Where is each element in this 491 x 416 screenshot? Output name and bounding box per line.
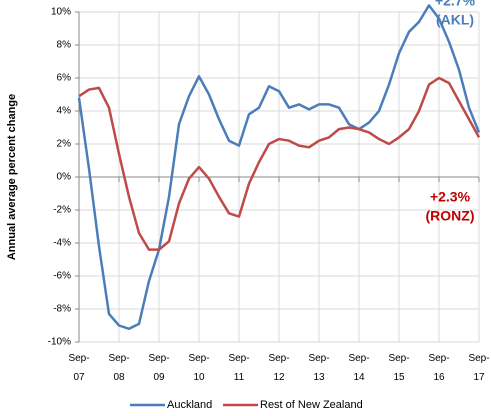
x-tick-label-line: Sep- (148, 353, 169, 364)
x-tick-label: Sep- 15 (388, 353, 409, 383)
x-tick-label: Sep- 12 (268, 353, 289, 383)
x-tick-label: Sep- 11 (228, 353, 249, 383)
y-tick-label: -8% (53, 304, 71, 315)
annotation: +2.7% (435, 0, 476, 9)
y-tick-label: -2% (53, 205, 71, 216)
x-tick-label-line: Sep- (108, 353, 129, 364)
x-tick-label-line: Sep- (308, 353, 329, 364)
x-tick-label-line: 09 (153, 372, 165, 383)
x-tick-label-line: Sep- (228, 353, 249, 364)
x-tick-label-line: Sep- (68, 353, 89, 364)
legend-label: Auckland (167, 399, 212, 411)
y-tick-label: 0% (57, 172, 72, 183)
x-tick-label: Sep- 10 (188, 353, 209, 383)
y-tick-label: 8% (57, 40, 72, 51)
y-tick-label: 6% (57, 73, 72, 84)
x-tick-label-line: 17 (473, 372, 485, 383)
x-tick-label-line: Sep- (268, 353, 289, 364)
y-axis-title: Annual average percent change (6, 94, 18, 260)
x-tick-label-line: 11 (234, 372, 245, 383)
y-tick-label: 2% (57, 139, 72, 150)
annotation: (AKL) (436, 12, 474, 28)
y-tick-label: -4% (53, 238, 71, 249)
x-tick-label-line: 13 (313, 372, 325, 383)
x-tick-label: Sep- 14 (348, 353, 369, 383)
annotation: +2.3% (430, 189, 471, 205)
x-tick-label-line: 16 (433, 372, 445, 383)
x-tick-label: Sep- 17 (468, 353, 489, 383)
x-tick-label-line: Sep- (188, 353, 209, 364)
y-tick-label: -6% (53, 271, 71, 282)
x-tick-label-line: 15 (393, 372, 405, 383)
x-tick-label-line: 07 (73, 372, 85, 383)
x-tick-label-line: 08 (113, 372, 125, 383)
x-tick-label-line: 12 (273, 372, 285, 383)
x-tick-label: Sep- 09 (148, 353, 169, 383)
legend-label: Rest of New Zealand (260, 399, 363, 411)
series-line (78, 76, 481, 251)
x-tick-label-line: 10 (193, 372, 205, 383)
x-tick-label-line: 14 (353, 372, 365, 383)
x-tick-label: Sep- 13 (308, 353, 329, 383)
x-tick-label: Sep- 16 (428, 353, 449, 383)
y-tick-label: 10% (51, 7, 71, 18)
annotation: (RONZ) (426, 208, 475, 224)
x-tick-label: Sep- 07 (68, 353, 89, 383)
y-tick-label: -10% (48, 337, 71, 348)
x-tick-label-line: Sep- (348, 353, 369, 364)
x-tick-label-line: Sep- (388, 353, 409, 364)
x-tick-label-line: Sep- (468, 353, 489, 364)
series-line (77, 4, 481, 331)
x-tick-label: Sep- 08 (108, 353, 129, 383)
y-tick-label: 4% (57, 106, 72, 117)
x-tick-label-line: Sep- (428, 353, 449, 364)
